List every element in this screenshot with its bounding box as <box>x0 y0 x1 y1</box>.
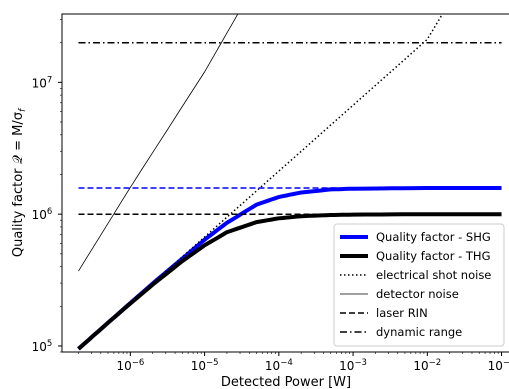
y-tick-exponent: 5 <box>47 339 52 349</box>
x-tick-exponent: −3 <box>354 358 367 368</box>
x-tick-exponent: −5 <box>206 358 219 368</box>
y-tick-base: 10 <box>32 76 47 90</box>
x-axis-label: Detected Power [W] <box>221 375 351 389</box>
legend-label: laser RIN <box>376 306 428 320</box>
tick-layer: 10−610−510−410−310−210−1105106107 <box>32 19 509 373</box>
plot-frame <box>61 13 509 353</box>
y-tick-exponent: 6 <box>47 207 52 217</box>
legend: Quality factor - SHG Quality factor - THG… <box>333 223 505 347</box>
legend-label: dynamic range <box>376 325 462 339</box>
y-tick-base: 10 <box>32 208 47 222</box>
x-tick-exponent: −6 <box>132 358 145 368</box>
y-tick-label: 107 <box>32 75 53 90</box>
x-tick-label: 10−6 <box>116 358 144 373</box>
y-tick-label: 106 <box>32 207 53 222</box>
series-line-detector-noise <box>78 14 239 272</box>
legend-label: Quality factor - THG <box>376 249 490 263</box>
y-axis-label-main: Quality factor 𝒬 = M/σ <box>11 112 26 257</box>
y-axis-label-subscript: f <box>18 107 28 112</box>
legend-box <box>333 223 505 347</box>
legend-label: electrical shot noise <box>376 268 491 282</box>
series-line-electrical-shot-noise <box>78 14 444 350</box>
x-tick-label: 10−5 <box>191 358 219 373</box>
legend-label: detector noise <box>376 287 459 301</box>
x-tick-base: 10 <box>191 359 206 373</box>
y-tick-base: 10 <box>32 340 47 354</box>
x-tick-exponent: −1 <box>503 358 509 368</box>
series-layer <box>77 14 502 351</box>
x-tick-exponent: −4 <box>280 358 293 368</box>
x-tick-exponent: −2 <box>429 358 442 368</box>
x-tick-base: 10 <box>265 359 280 373</box>
x-tick-label: 10−2 <box>413 358 441 373</box>
x-tick-label: 10−1 <box>488 358 509 373</box>
x-tick-base: 10 <box>339 359 354 373</box>
y-tick-label: 105 <box>32 339 53 354</box>
x-tick-base: 10 <box>413 359 428 373</box>
x-tick-label: 10−3 <box>339 358 367 373</box>
x-tick-base: 10 <box>116 359 131 373</box>
x-tick-base: 10 <box>488 359 503 373</box>
y-axis-label: Quality factor 𝒬 = M/σf <box>11 107 28 257</box>
x-tick-label: 10−4 <box>265 358 293 373</box>
y-tick-exponent: 7 <box>47 75 52 85</box>
legend-label: Quality factor - SHG <box>376 230 491 244</box>
